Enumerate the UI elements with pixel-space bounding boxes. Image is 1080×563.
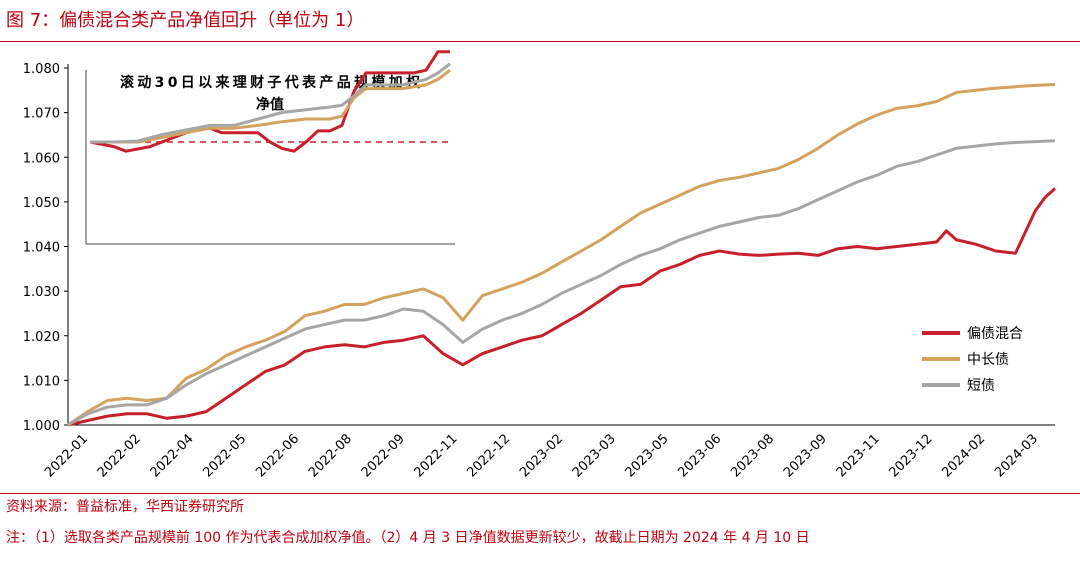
- figure-title: 图 7：偏债混合类产品净值回升（单位为 1）: [6, 10, 365, 31]
- x-tick-label: 2023-08: [728, 431, 777, 480]
- series-line-短债: [67, 139, 1056, 427]
- x-tick-label: 2022-05: [200, 431, 249, 480]
- x-tick-label: 2022-09: [359, 431, 408, 480]
- series-line-中长债: [67, 83, 1056, 427]
- x-tick-label: 2022-06: [253, 431, 302, 480]
- source-text: 资料来源：普益标准，华西证券研究所: [6, 499, 244, 515]
- x-tick-label: 2022-02: [95, 431, 144, 480]
- x-tick-label: 2022-01: [42, 431, 91, 480]
- inset-title-line2: 净值: [256, 96, 284, 113]
- x-tick-label: 2023-12: [887, 431, 936, 480]
- x-tick-label: 2024-02: [939, 431, 988, 480]
- inset-series-line-短债: [90, 62, 451, 144]
- y-tick-label: 1.020: [23, 330, 60, 345]
- inset-series-line-中长债: [90, 69, 451, 144]
- y-tick-label: 1.030: [23, 285, 60, 300]
- note-text: 注：（1）选取各类产品规模前 100 作为代表合成加权净值。（2）4 月 3 日…: [6, 530, 810, 546]
- x-tick-label: 2022-04: [148, 431, 197, 480]
- y-tick-label: 1.040: [23, 241, 60, 256]
- x-tick-label: 2023-06: [675, 431, 724, 480]
- y-tick-label: 1.080: [23, 62, 60, 77]
- y-tick-label: 1.070: [23, 107, 60, 122]
- main-series: [67, 83, 1057, 427]
- legend-label: 中长债: [967, 352, 1009, 368]
- line-chart: 1.000 1.010 1.020 1.030 1.040 1.050 1.060 1.070…: [23, 50, 1057, 481]
- y-tick-label: 1.060: [23, 151, 60, 166]
- y-tick-label: 1.000: [23, 419, 60, 434]
- inset-series-line-偏债混合: [89, 50, 450, 153]
- series-line-偏债混合: [67, 187, 1057, 427]
- x-tick-label: 2022-11: [412, 431, 461, 480]
- x-tick-label: 2023-02: [517, 431, 566, 480]
- x-tick-label: 2024-03: [992, 431, 1041, 480]
- x-tick-label: 2022-08: [306, 431, 355, 480]
- y-tick-label: 1.010: [23, 374, 60, 389]
- y-tick-label: 1.050: [23, 196, 60, 211]
- legend-label: 短债: [967, 378, 995, 394]
- legend-label: 偏债混合: [967, 326, 1023, 342]
- x-tick-label: 2023-03: [570, 431, 619, 480]
- x-tick-label: 2023-09: [781, 431, 830, 480]
- title-rule: [0, 41, 1080, 42]
- x-tick-label: 2023-11: [834, 431, 883, 480]
- x-tick-label: 2023-05: [623, 431, 672, 480]
- source-rule: [0, 493, 1080, 494]
- x-tick-label: 2022-12: [464, 431, 513, 480]
